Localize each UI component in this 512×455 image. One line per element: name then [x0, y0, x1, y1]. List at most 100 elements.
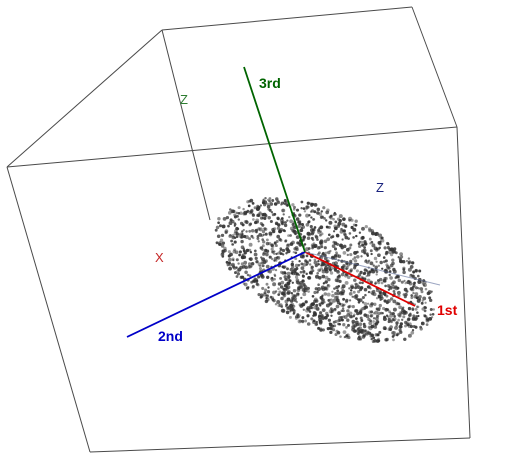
- data-point: [312, 218, 315, 221]
- data-point: [373, 256, 378, 261]
- data-point: [376, 333, 380, 337]
- data-point: [289, 267, 294, 272]
- data-point: [270, 210, 274, 214]
- data-point: [257, 275, 261, 279]
- data-point: [279, 247, 283, 250]
- data-point: [411, 308, 415, 312]
- data-point: [348, 216, 352, 221]
- data-point: [265, 264, 270, 269]
- data-point: [386, 246, 390, 250]
- data-point: [291, 260, 294, 264]
- data-point: [299, 319, 302, 323]
- data-point: [424, 315, 428, 318]
- data-point: [305, 222, 310, 227]
- data-point: [235, 275, 239, 278]
- data-point: [248, 237, 252, 241]
- data-point: [373, 302, 377, 307]
- data-point: [310, 236, 314, 240]
- data-point: [348, 299, 352, 302]
- box-edge: [6, 29, 163, 168]
- data-point: [288, 215, 291, 219]
- data-point: [323, 246, 327, 250]
- data-point: [259, 204, 263, 207]
- data-point: [390, 320, 393, 324]
- data-point: [245, 210, 248, 214]
- data-point: [377, 253, 381, 258]
- data-point: [336, 289, 340, 293]
- data-point: [314, 287, 318, 291]
- box-edge: [411, 6, 458, 128]
- data-point: [377, 337, 380, 341]
- data-point: [264, 259, 268, 263]
- data-point: [284, 221, 287, 224]
- data-point: [342, 323, 346, 327]
- data-point: [258, 232, 263, 237]
- data-point: [322, 281, 326, 285]
- data-point: [349, 269, 353, 273]
- data-point: [358, 231, 362, 234]
- axis-line-1st: [304, 251, 416, 307]
- data-point: [306, 231, 311, 236]
- data-point: [393, 315, 396, 318]
- data-point: [386, 308, 390, 311]
- data-point: [332, 212, 336, 217]
- data-point: [337, 222, 341, 226]
- data-point: [316, 238, 319, 241]
- data-point: [237, 267, 242, 272]
- data-point: [398, 328, 402, 332]
- data-point: [292, 288, 297, 293]
- data-point: [275, 259, 278, 262]
- data-point: [299, 228, 304, 233]
- data-point: [245, 230, 248, 233]
- data-point: [247, 204, 251, 208]
- data-point: [272, 282, 277, 287]
- data-point: [339, 335, 342, 338]
- data-point: [255, 282, 259, 286]
- data-point: [389, 313, 394, 318]
- data-point: [334, 295, 339, 300]
- data-point: [275, 240, 279, 243]
- data-point: [402, 315, 406, 319]
- data-point: [404, 324, 407, 328]
- data-point: [353, 324, 357, 328]
- data-point: [301, 274, 305, 278]
- data-point: [361, 295, 365, 300]
- data-point: [328, 268, 332, 272]
- data-point: [334, 220, 338, 224]
- data-point: [233, 221, 237, 225]
- data-point: [333, 308, 337, 312]
- data-point: [293, 205, 296, 209]
- data-point: [348, 246, 352, 250]
- data-point: [239, 275, 243, 279]
- data-point: [372, 289, 376, 294]
- data-point: [379, 237, 383, 240]
- data-point: [259, 222, 263, 226]
- data-point: [268, 231, 273, 236]
- data-point: [302, 283, 306, 287]
- data-point: [360, 255, 363, 258]
- data-point: [232, 258, 235, 262]
- data-point: [264, 288, 268, 292]
- data-point: [338, 274, 341, 277]
- data-point: [402, 260, 406, 264]
- data-point: [369, 287, 372, 290]
- data-point: [357, 290, 361, 294]
- data-point: [338, 279, 342, 283]
- data-point: [338, 214, 343, 219]
- data-point: [351, 295, 354, 298]
- data-point: [265, 252, 269, 257]
- data-point: [290, 262, 295, 267]
- data-point: [301, 225, 305, 229]
- data-point: [299, 270, 303, 274]
- data-point: [358, 311, 363, 315]
- data-point: [390, 282, 395, 286]
- data-point: [398, 324, 403, 329]
- data-point: [363, 287, 368, 292]
- data-point: [282, 213, 285, 216]
- data-point: [384, 284, 387, 288]
- data-point: [347, 335, 351, 340]
- data-point: [232, 265, 236, 269]
- data-point: [354, 283, 359, 288]
- data-point: [321, 287, 326, 292]
